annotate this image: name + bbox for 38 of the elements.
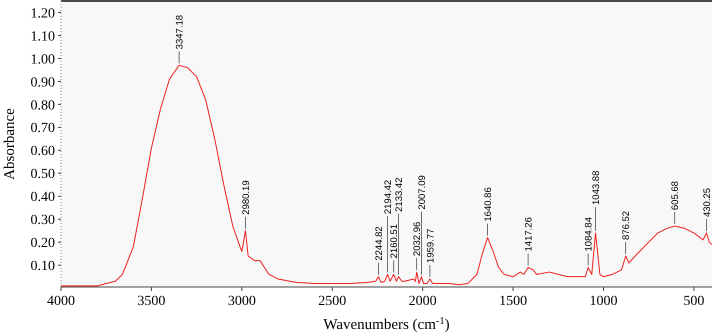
annotation: 430.25 [702,188,714,218]
annotation: 2980.19 [240,180,252,215]
annotation: 876.52 [621,210,632,240]
annotation: 1640.86 [483,187,494,222]
annotation: 2032.96 [412,222,424,256]
annotation: 2194.42 [383,180,394,214]
y-tick-label: 0.40 [30,190,55,206]
y-tick-label: 1.20 [30,6,55,22]
x-tick-label: 500 [683,294,704,309]
y-tick-label: 0.90 [30,75,55,90]
x-tick-label: 1000 [590,294,618,309]
x-tick-label: 3500 [137,294,166,309]
x-tick-label: 1500 [499,294,528,309]
x-tick-label: 3000 [228,294,256,309]
annotation: 605.68 [670,181,682,210]
x-tick-label: 4000 [47,294,75,309]
annotation: 2160.51 [389,224,400,258]
y-tick-label: 1.10 [30,29,55,44]
x-tick-label: 2500 [318,294,346,309]
annotation: 3347.18 [174,14,186,50]
x-axis-title: Wavenumbers (cm$^{-1}$) [323,316,450,333]
annotation: 1084.84 [584,217,595,252]
y-tick-label: 0.60 [30,144,55,160]
y-tick-label: 0.10 [30,259,55,274]
annotation: 2133.42 [394,178,406,212]
y-tick-label: 0.80 [30,98,55,114]
y-tick-label: 0.70 [30,121,55,136]
annotation: 2244.82 [374,226,385,261]
annotation: 2007.09 [416,175,428,210]
y-tick-label: 0.30 [30,213,55,228]
y-axis-title: Absorbance [2,108,18,180]
annotation: 1043.88 [591,170,602,205]
annotation: 1959.77 [425,228,436,263]
annotation: 1417.26 [524,217,535,252]
x-tick-label: 2000 [408,294,437,309]
y-tick-label: 1.00 [30,52,55,68]
y-tick-label: 0.50 [30,167,55,182]
y-tick-label: 0.20 [30,236,55,252]
